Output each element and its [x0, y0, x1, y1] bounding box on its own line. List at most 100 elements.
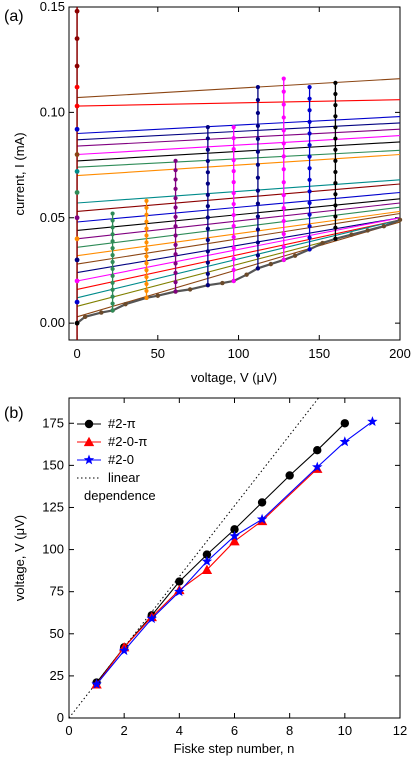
panel-a-fiske-step-point	[255, 175, 261, 180]
legend-entry-label: #2-0-π	[108, 434, 147, 449]
panel-a-iv-branch	[77, 212, 401, 265]
panel-a-fiske-step-point	[231, 267, 236, 273]
panel-a-fiske-step-point	[110, 294, 115, 299]
panel-b-legend: #2-π #2-0-π #2-0 linear dependence	[77, 416, 156, 503]
panel-a-fiske-step-point	[307, 247, 312, 252]
panel-a-fiske-step-point	[333, 203, 338, 208]
panel-b-label: (b)	[4, 405, 24, 422]
panel-a-y-tick-label: 0.00	[40, 315, 65, 330]
panel-b-x-tick-label: 0	[65, 723, 72, 738]
panel-a-iv-branch	[77, 135, 401, 156]
panel-a-fiske-step-point	[144, 226, 149, 231]
panel-a-fiske-step-point	[205, 158, 210, 164]
panel-b-data-point	[202, 550, 212, 559]
panel-b-x-axis-label: Fiske step number, n	[174, 741, 295, 756]
panel-a-zero-voltage-point	[74, 320, 80, 326]
panel-a-iv-branch	[76, 219, 401, 290]
panel-a-iv-branch	[77, 116, 401, 135]
panel-a-fiske-step-point	[110, 301, 115, 306]
panel-a-fiske-step-point	[173, 214, 178, 219]
panel-a-fiske-step-point	[333, 236, 338, 241]
panel-b-data-point	[146, 613, 157, 624]
panel-a-fiske-step-point	[110, 225, 115, 230]
panel-a-fiske-step-point	[173, 280, 178, 285]
panel-a-envelope-point	[292, 253, 298, 258]
panel-b-y-tick-label: 75	[50, 584, 64, 599]
panel-a-fiske-step-point	[144, 254, 149, 259]
panel-a-fiske-step-point	[110, 239, 115, 244]
panel-a-fiske-step-point	[173, 242, 178, 247]
panel-a-iv-branch	[76, 221, 401, 318]
panel-a-fiske-step-point	[173, 289, 178, 294]
panel-a-zero-voltage-point	[74, 8, 80, 14]
panel-b-data-point	[339, 436, 351, 447]
panel-a-fiske-step-point	[333, 225, 338, 230]
panel-a-iv-branch	[77, 153, 401, 177]
panel-a-envelope-point	[268, 261, 274, 267]
panel-a-fiske-step-point	[333, 114, 338, 119]
panel-a-iv-branch	[77, 141, 401, 162]
panel-a-fiske-step-point	[205, 136, 210, 141]
legend-entry-label: linear	[108, 470, 140, 485]
panel-a-iv-branch	[76, 217, 401, 282]
panel-a-fiske-step-point	[333, 125, 338, 130]
panel-b-data-point	[312, 461, 323, 472]
panel-a-zero-voltage-point	[74, 126, 80, 132]
panel-a-fiske-step-point	[110, 218, 115, 223]
panel-a-y-axis-label: current, I (mA)	[12, 132, 27, 215]
panel-a-fiske-step-point	[173, 270, 178, 275]
panel-a-fiske-step-point	[205, 283, 210, 288]
panel-a-fiske-step-point	[173, 196, 178, 201]
panel-a-iv-branch	[77, 210, 401, 257]
panel-a-envelope-point	[365, 228, 370, 233]
panel-a-fiske-step-point	[173, 233, 178, 238]
panel-b-data-point	[118, 645, 130, 656]
panel-a-fiske-step-point	[307, 108, 312, 113]
panel-a-fiske-step-point	[205, 192, 210, 197]
panel-a-fiske-step-point	[144, 205, 149, 210]
panel-a-fiske-step-point	[255, 240, 261, 245]
panel-a-fiske-step-point	[255, 149, 261, 154]
panel-a-envelope-point	[320, 240, 325, 246]
panel-b-data-point	[91, 678, 102, 689]
panel-a-fiske-step-point	[307, 119, 312, 124]
panel-b-x-tick-label: 8	[286, 723, 293, 738]
panel-a-fiske-step-point	[255, 110, 261, 116]
panel-a-fiske-step-point	[231, 212, 236, 218]
panel-a-fiske-step-point	[307, 96, 312, 101]
panel-a-fiske-step-point	[173, 158, 178, 163]
panel-a-fiske-step-point	[281, 141, 286, 146]
panel-a-fiske-step-point	[231, 125, 236, 130]
panel-a-fiske-step-point	[255, 188, 261, 193]
panel-a-fiske-step-point	[231, 201, 236, 207]
panel-a-fiske-step-point	[173, 186, 178, 191]
panel-b-data-point	[367, 416, 378, 426]
panel-a-fiske-step-point	[307, 224, 312, 229]
panel-a-envelope-point	[349, 232, 354, 237]
panel-a-fiske-step-point	[231, 223, 236, 229]
panel-b-data-point	[285, 471, 294, 480]
panel-b-data-point	[340, 419, 350, 428]
panel-a-fiske-step-point	[255, 162, 261, 167]
panel-a-x-tick-label: 100	[228, 346, 250, 361]
panel-a-fiske-step-point	[307, 189, 312, 194]
panel-a-fiske-step-point	[307, 142, 312, 148]
panel-a-fiske-step-point	[205, 181, 210, 186]
panel-b-data-marks	[68, 397, 378, 719]
panel-b-y-tick-label: 175	[42, 415, 64, 430]
panel-b-data-point	[230, 525, 239, 534]
panel-a-fiske-step-point	[307, 166, 312, 171]
panel-a-fiske-step-point	[281, 193, 286, 198]
legend-swatch-marker	[84, 419, 94, 429]
panel-a-fiske-step-point	[333, 169, 338, 175]
panel-a-axis-ticks: 0 50 100 150 200 0.00 0.05 0.10 0.15	[40, 0, 411, 361]
panel-a-iv-branch	[77, 191, 401, 223]
panel-a-fiske-step-point	[144, 212, 149, 217]
panel-a-envelope-point	[220, 280, 225, 286]
panel-a-x-tick-label: 200	[389, 346, 411, 361]
panel-a-iv-branch	[77, 78, 401, 99]
panel-a-y-tick-label: 0.05	[40, 210, 65, 225]
panel-b-y-tick-label: 100	[42, 542, 64, 557]
panel-a-fiske-step-point	[281, 154, 286, 159]
legend-entry-label-continued: dependence	[84, 488, 156, 503]
